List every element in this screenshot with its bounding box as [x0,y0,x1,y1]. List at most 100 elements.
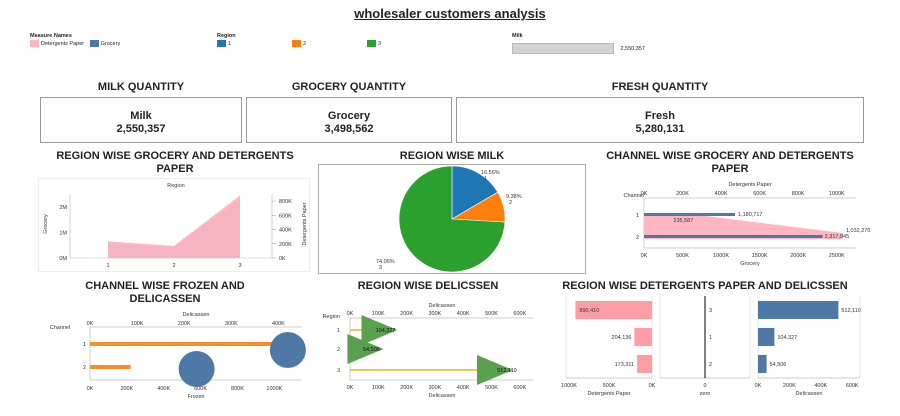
grocery-quantity-header: GROCERY QUANTITY [291,81,407,93]
bottom-tick-label: 1000K [266,386,282,392]
top-tick-label: 400K [272,321,285,327]
region-delicassen-header: REGION WISE DELICSSEN [357,280,499,292]
channel-frozen-row-header: Channel [50,325,71,331]
channel-grocery-row-header: Channel [624,193,645,199]
delicassen-value-label: 54,506 [770,362,787,368]
ytick-label: 1M [59,230,67,236]
top-axis-title: Detergents Paper [728,182,771,188]
top-axis-title: Delicassen [429,303,456,309]
top-tick-label: 1000K [829,191,845,197]
detergents-tick-label: 0K [649,383,656,389]
region-area-y2label: Detergents Paper [302,202,308,245]
grocery-bar-channel-2 [644,235,823,238]
xtick-label: 3 [238,263,241,269]
pie-slice-region-3 [398,165,506,273]
top-tick-label: 600K [753,191,766,197]
region-legend-header: Region [217,33,236,39]
detergents-value-label: 1,032,270 [846,228,870,234]
region-delicassen-chart[interactable]: Region Delicassen 0K 100K 200K 300K 400K 500K 6… [316,300,544,406]
milk-legend-value: 2,550,357 [620,45,645,52]
channel-row-label: 2 [83,365,86,371]
detergents-bar-region-1 [634,328,652,346]
area-detergents-paper [108,195,240,258]
bottom-tick-label: 1500K [752,253,768,259]
bottom-tick-label: 800K [231,386,244,392]
y2tick-label: 0K [279,256,286,262]
bottom-tick-label: 2500K [829,253,845,259]
delicassen-tick-label: 200K [783,383,796,389]
channel-row-label: 1 [83,342,86,348]
grocery-kpi-value: 3,498,562 [324,123,374,135]
ytick-label: 2M [59,205,67,211]
channel-grocery-chart[interactable]: Channel Detergents Paper 0K 200K 400K 600K 80… [590,178,871,278]
ytick-label: 0M [59,256,67,262]
bottom-tick-label: 500K [676,253,689,259]
legend-grocery-label: Grocery [100,40,121,47]
region-2-swatch [292,40,301,47]
delicassen-marker-region-3 [477,355,513,385]
fresh-quantity-header: FRESH QUANTITY [611,81,709,93]
fresh-kpi-name: Fresh [645,110,675,122]
delicassen-bubble-channel-1 [269,332,306,368]
measure-legend: Measure Names Detergents Paper Grocery [30,33,120,47]
bottom-tick-label: 0K [347,385,354,391]
region-milk-header: REGION WISE MILK [399,150,505,162]
detergents-area [644,214,843,239]
detergents-value-label: 235,587 [673,218,693,224]
region-3-legend-item[interactable]: 3 [367,40,381,47]
region-area-header: Region [167,183,184,189]
top-axis-title: Delicassen [183,312,210,318]
top-tick-label: 400K [715,191,728,197]
delicassen-bar-region-2 [758,355,767,373]
region-3-swatch [367,40,376,47]
pie-region-label: 1 [484,176,487,182]
region-row-label: 3 [337,368,340,374]
bottom-tick-label: 600K [513,385,526,391]
bottom-tick-label: 200K [120,386,133,392]
top-tick-label: 300K [225,321,238,327]
dashboard-title-text: wholesaler customers analysis [354,6,546,21]
bottom-tick-label: 300K [428,385,441,391]
frozen-bar-channel-1 [90,342,275,346]
region-2-legend-item[interactable]: 2 [292,40,306,47]
xtick-label: 1 [106,263,109,269]
top-tick-label: 500K [485,311,498,317]
pie-slice-region-1 [451,165,499,220]
bottom-tick-label: 400K [157,386,170,392]
delicassen-bar-region-1 [758,328,775,346]
delicassen-value-label: 54,506 [363,347,380,353]
dashboard-title: wholesaler customers analysis [0,6,900,21]
pie-percent-label: 9.38% [506,194,522,200]
legend-detergents-label: Detergents Paper [41,40,85,47]
top-tick-label: 600K [513,311,526,317]
region-3-legend-label: 3 [378,40,382,47]
region-area-chart[interactable]: Region Grocery Detergents Paper 0M 1M 2M 0K… [38,178,310,272]
y2tick-label: 200K [279,242,292,248]
top-tick-label: 200K [400,311,413,317]
milk-quantity-header: MILK QUANTITY [97,81,185,93]
grocery-swatch[interactable] [89,40,99,47]
detergents-swatch[interactable] [30,40,39,47]
detergents-bar-region-3 [575,301,652,319]
region-1-legend-label: 1 [228,40,232,47]
delicassen-value-label: 512,110 [497,368,516,374]
bottom-tick-label: 0K [641,253,648,259]
region-1-legend-item[interactable]: 1 [217,40,231,47]
y2tick-label: 400K [279,228,292,234]
delicassen-marker-region-1 [361,315,398,345]
fresh-kpi-value: 5,280,131 [635,123,685,135]
region-milk-pie-chart[interactable]: 16.56%1 9.38%2 74.06%3 [318,164,586,274]
channel-frozen-chart[interactable]: Channel Delicassen 0K 100K 200K 300K 400K 0K 20… [38,308,310,404]
milk-size-bar[interactable] [512,43,614,55]
region-row-label: 2 [709,362,712,368]
bottom-tick-label: 100K [372,385,385,391]
top-tick-label: 0K [87,321,94,327]
pie-percent-label: 16.56% [481,170,500,176]
top-tick-label: 100K [372,311,385,317]
channel-row-label: 1 [636,213,639,219]
top-tick-label: 200K [178,321,191,327]
delicassen-value-label: 512,110 [841,308,860,314]
region-det-del-chart[interactable]: 890,410 204,136 173,311 3 1 2 512,110 104,327 54… [544,294,868,406]
detergents-value-label: 204,136 [612,335,632,341]
region-det-del-header: REGION WISE DETERGENTS PAPER AND DELICSS… [562,280,848,292]
